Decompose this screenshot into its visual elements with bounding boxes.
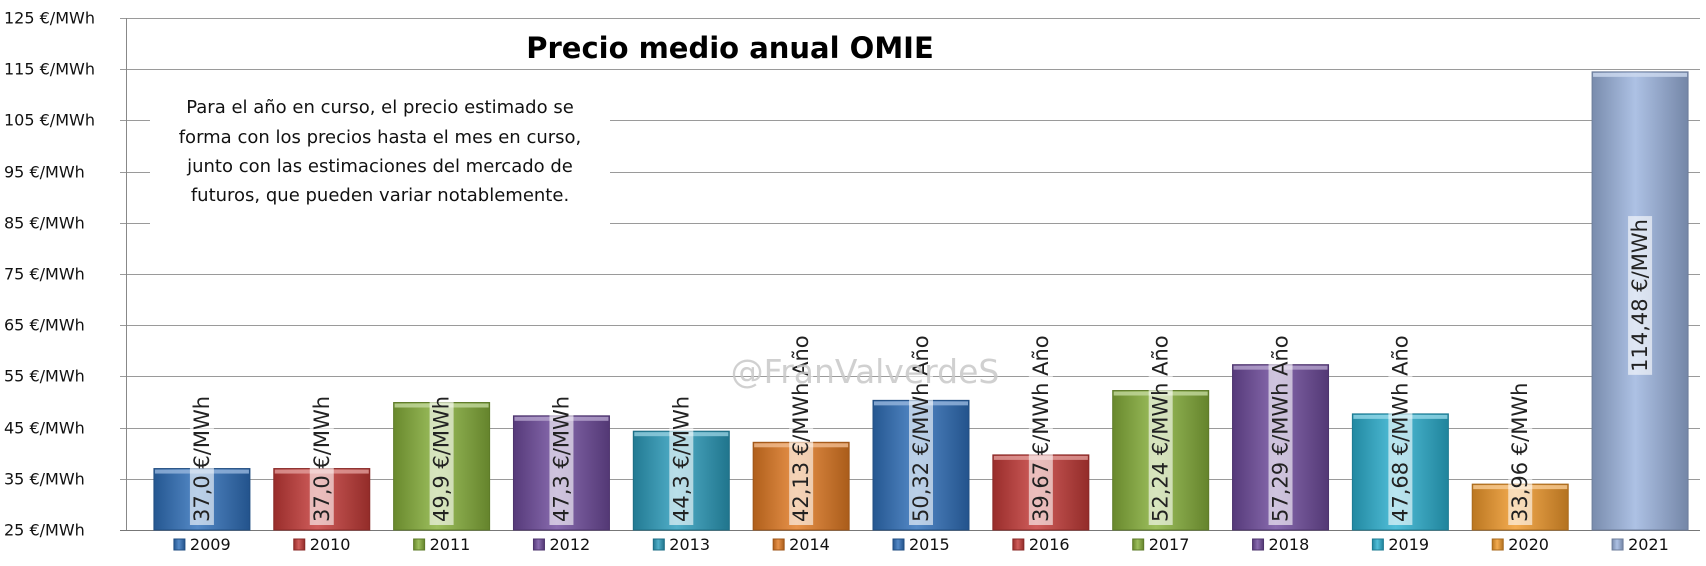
- data-label-2017: 52,24 €/MWh Año: [1149, 335, 1173, 522]
- y-tick-label: 65 €/MWh: [4, 316, 85, 335]
- legend-label-2011: 2011: [430, 535, 471, 554]
- legend-label-2019: 2019: [1388, 535, 1429, 554]
- data-label-2018: 57,29 €/MWh Año: [1269, 335, 1293, 522]
- legend-label-2021: 2021: [1628, 535, 1669, 554]
- data-label-2015: 50,32 €/MWh Año: [909, 335, 933, 522]
- legend-swatch-2018: [1252, 538, 1265, 551]
- legend-swatch-2019: [1371, 538, 1384, 551]
- annotation-line-3: junto con las estimaciones del mercado d…: [186, 156, 573, 177]
- y-tick-label: 95 €/MWh: [4, 163, 85, 182]
- y-tick-label: 115 €/MWh: [4, 60, 95, 79]
- data-label-2012: 47,3 €/MWh: [549, 396, 573, 522]
- data-label-background: [309, 392, 334, 525]
- annotation-line-2: forma con los precios hasta el mes en cu…: [179, 127, 582, 148]
- legend-label-2010: 2010: [310, 535, 351, 554]
- annotation-line-1: Para el año en curso, el precio estimado…: [186, 97, 574, 118]
- legend-label-2012: 2012: [549, 535, 590, 554]
- legend-label-2015: 2015: [909, 535, 950, 554]
- annotation-line-4: futuros, que pueden variar notablemente.: [191, 185, 569, 206]
- data-label-background: [1028, 332, 1053, 525]
- annotation-box: Para el año en curso, el precio estimado…: [150, 84, 610, 224]
- data-label-background: [1268, 332, 1293, 525]
- chart-title: Precio medio anual OMIE: [526, 31, 934, 65]
- legend-swatch-2020: [1491, 538, 1504, 551]
- data-label-background: [549, 392, 574, 525]
- y-tick-label: 75 €/MWh: [4, 265, 85, 284]
- legend-label-2014: 2014: [789, 535, 830, 554]
- legend-swatch-2017: [1132, 538, 1145, 551]
- data-label-2014: 42,13 €/MWh Año: [789, 335, 813, 522]
- y-tick-label: 35 €/MWh: [4, 470, 85, 489]
- legend-swatch-2011: [413, 538, 426, 551]
- data-label-2019: 47,68 €/MWh Año: [1388, 335, 1412, 522]
- bar-top-highlight: [1593, 72, 1688, 77]
- data-label-2020: 33,96 €/MWh: [1508, 383, 1532, 522]
- legend-label-2009: 2009: [190, 535, 231, 554]
- data-label-background: [1148, 332, 1173, 525]
- legend-label-2016: 2016: [1029, 535, 1070, 554]
- data-label-2009: 37,0 €/MWh: [190, 396, 214, 522]
- data-label-background: [669, 392, 694, 525]
- legend-swatch-2014: [772, 538, 785, 551]
- legend-label-2013: 2013: [669, 535, 710, 554]
- bars: 37,0 €/MWh 37,0 €/MWh 49,9 €/MWh 47,3 €/MWh…: [153, 71, 1689, 531]
- y-tick-label: 125 €/MWh: [4, 9, 95, 28]
- legend-swatch-2009: [173, 538, 186, 551]
- legend-swatch-2015: [892, 538, 905, 551]
- data-label-2016: 39,67 €/MWh Año: [1029, 335, 1053, 522]
- data-label-background: [1388, 332, 1413, 525]
- legend-label-2017: 2017: [1149, 535, 1190, 554]
- data-label-background: [909, 332, 933, 525]
- legend-label-2020: 2020: [1508, 535, 1549, 554]
- y-axis: 25 €/MWh 35 €/MWh 45 €/MWh 55 €/MWh 65 €/MWh…: [4, 9, 95, 540]
- legend-swatch-2021: [1611, 538, 1624, 551]
- data-label-2013: 44,3 €/MWh: [669, 396, 693, 522]
- data-label-background: [1508, 379, 1533, 525]
- data-label-2010: 37,0 €/MWh: [310, 396, 334, 522]
- watermark: @FranValverdeS: [731, 352, 1000, 391]
- data-label-2011: 49,9 €/MWh: [430, 396, 454, 522]
- data-label-background: [1628, 216, 1653, 375]
- data-label-background: [429, 392, 454, 525]
- legend: 2009 2010 2011 2012 2013 2014 2015 2016 2017 2018…: [173, 535, 1669, 554]
- legend-swatch-2013: [652, 538, 665, 551]
- legend-swatch-2016: [1012, 538, 1025, 551]
- y-tick-label: 25 €/MWh: [4, 521, 85, 540]
- y-tick-label: 45 €/MWh: [4, 419, 85, 438]
- y-tick-label: 105 €/MWh: [4, 111, 95, 130]
- legend-label-2018: 2018: [1269, 535, 1310, 554]
- legend-swatch-2010: [293, 538, 306, 551]
- y-tick-label: 55 €/MWh: [4, 367, 85, 386]
- legend-swatch-2012: [532, 538, 545, 551]
- data-label-background: [189, 392, 214, 525]
- data-label-2021: 114,48 €/MWh: [1628, 219, 1652, 372]
- y-tick-label: 85 €/MWh: [4, 214, 85, 233]
- data-label-background: [789, 332, 814, 525]
